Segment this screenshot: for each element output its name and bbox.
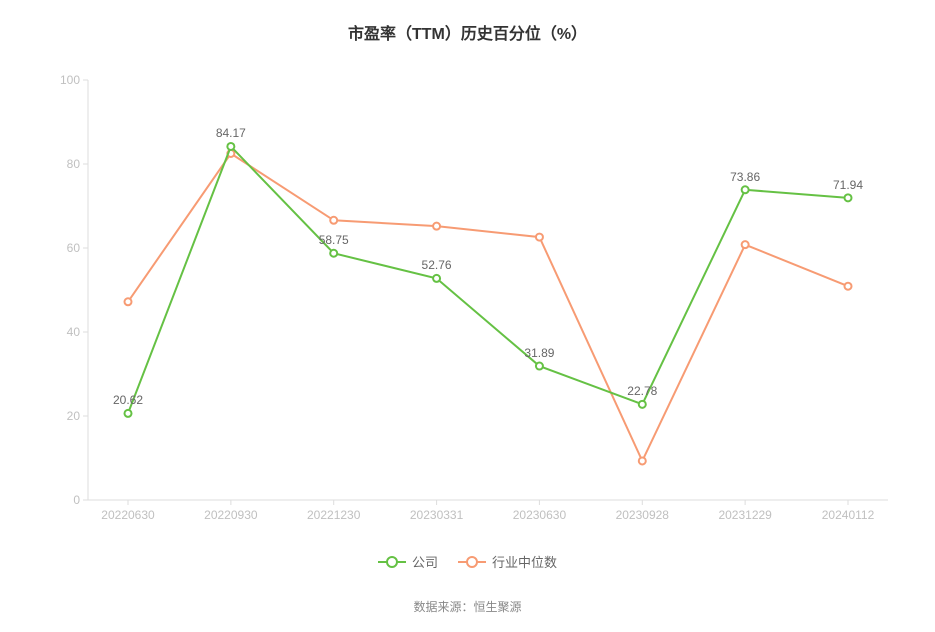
data-point-label: 84.17	[216, 126, 246, 140]
y-tick-label: 100	[60, 73, 80, 87]
y-tick-label: 60	[67, 241, 80, 255]
y-tick-label: 20	[67, 409, 80, 423]
legend-label: 公司	[412, 552, 438, 571]
data-point-label: 52.76	[422, 258, 452, 272]
data-point-label: 58.75	[319, 233, 349, 247]
legend-label: 行业中位数	[492, 552, 557, 571]
chart-source: 数据来源：恒生聚源	[0, 598, 935, 615]
legend-item[interactable]: 公司	[378, 552, 438, 571]
y-tick-label: 0	[73, 493, 80, 507]
chart-plot	[88, 80, 888, 500]
data-point-label: 73.86	[730, 170, 760, 184]
y-tick-label: 80	[67, 157, 80, 171]
x-tick-label: 20221230	[307, 508, 360, 522]
chart-title: 市盈率（TTM）历史百分位（%）	[0, 20, 935, 44]
x-tick-label: 20220930	[204, 508, 257, 522]
data-point-label: 20.62	[113, 393, 143, 407]
legend-item[interactable]: 行业中位数	[458, 552, 557, 571]
x-tick-label: 20240112	[822, 508, 875, 522]
chart-container: 市盈率（TTM）历史百分位（%） 公司 行业中位数 数据来源：恒生聚源 0 20 40…	[0, 0, 935, 632]
data-point-label: 31.89	[524, 346, 554, 360]
x-tick-label: 20230630	[513, 508, 566, 522]
x-tick-label: 20220630	[101, 508, 154, 522]
x-tick-label: 20230928	[616, 508, 669, 522]
data-point-label: 71.94	[833, 178, 863, 192]
x-tick-label: 20230331	[410, 508, 463, 522]
chart-legend: 公司 行业中位数	[0, 552, 935, 572]
x-tick-label: 20231229	[718, 508, 771, 522]
y-tick-label: 40	[67, 325, 80, 339]
legend-marker-icon	[458, 555, 486, 569]
legend-marker-icon	[378, 555, 406, 569]
data-point-label: 22.78	[627, 384, 657, 398]
